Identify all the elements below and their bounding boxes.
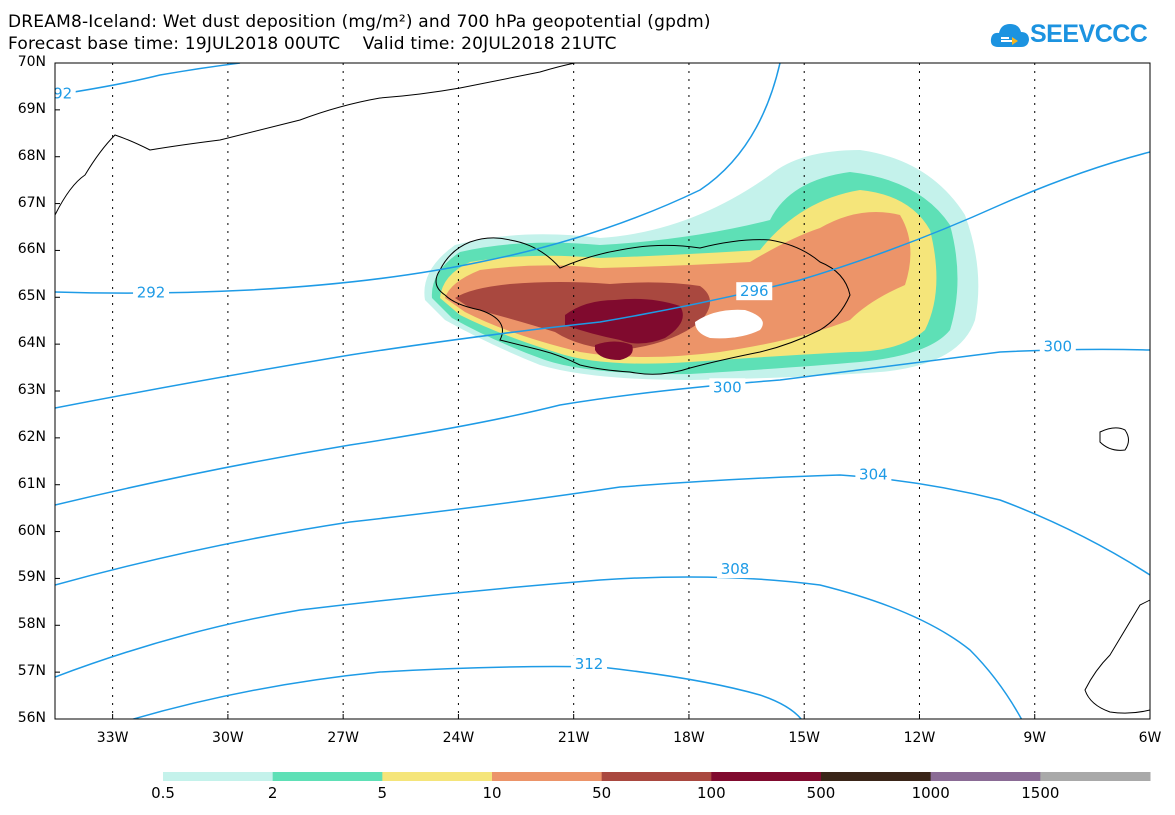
legend-label: 1000 (911, 784, 950, 802)
legend-label: 5 (377, 784, 388, 802)
legend-label: 10 (482, 784, 502, 802)
chart-title: DREAM8-Iceland: Wet dust deposition (mg/… (8, 12, 711, 32)
contour-label-bg (55, 84, 76, 103)
legend-swatch (821, 772, 932, 781)
legend-label: 500 (806, 784, 836, 802)
lon-label: 21W (557, 730, 590, 746)
legend-swatch (930, 772, 1041, 781)
lon-label: 15W (788, 730, 821, 746)
lat-label: 61N (17, 475, 46, 492)
contour-label-bg (736, 282, 773, 301)
contour-label: 292 (137, 284, 166, 302)
contour-labels: 92 292 296 300 300 304 308 312 (53, 84, 1076, 674)
lon-label: 33W (96, 730, 129, 746)
dust-band-100 (565, 298, 683, 344)
legend-label: 100 (697, 784, 726, 802)
contour-label: 296 (740, 282, 769, 300)
cloud-logo-icon (990, 24, 1029, 47)
contour-label: 308 (721, 560, 750, 578)
brand-logo: SEEVCCC (990, 16, 1150, 56)
legend-label: 1500 (1021, 784, 1060, 802)
map-frame (54, 62, 1151, 720)
lat-label: 56N (17, 710, 46, 726)
contour-label-bg (709, 378, 746, 397)
lon-label: 30W (212, 730, 244, 746)
lon-label: 6W (1138, 730, 1162, 746)
contour-label-bg (1039, 337, 1076, 356)
lat-label: 65N (17, 288, 46, 305)
lat-label: 63N (17, 382, 46, 398)
contour-label: 304 (859, 465, 888, 483)
lat-label: 67N (17, 194, 46, 211)
contour-296 (55, 151, 1150, 409)
legend-swatch (601, 772, 712, 781)
brand-name: SEEVCCC (1030, 20, 1148, 48)
lat-label: 64N (17, 335, 46, 352)
legend-swatch (1040, 772, 1151, 781)
contour-300 (55, 348, 1150, 506)
lon-label: 18W (673, 730, 705, 746)
lat-label: 58N (17, 616, 46, 633)
lat-label: 59N (17, 569, 46, 586)
lon-label: 12W (903, 730, 936, 746)
axis-ticks (55, 62, 1151, 720)
legend-swatch (492, 772, 603, 781)
legend-colorbar (163, 772, 1151, 781)
contour-label-bg (133, 283, 170, 302)
legend-swatch (272, 772, 383, 781)
legend-swatch (711, 772, 822, 781)
lat-label: 57N (17, 663, 46, 680)
lat-label: 62N (17, 428, 46, 445)
contour-label-bg (855, 465, 892, 484)
lat-label: 60N (17, 522, 46, 539)
contour-label: 300 (713, 378, 742, 396)
contour-label-bg (571, 655, 608, 674)
contour-label: 300 (1043, 337, 1072, 355)
lat-label: 66N (17, 241, 46, 258)
iceland-coast (435, 237, 851, 375)
lat-label: 68N (17, 147, 46, 164)
contour-312 (130, 665, 803, 719)
legend-label: 2 (267, 784, 278, 802)
dust-deposition-field (424, 150, 979, 380)
coastlines (55, 63, 1150, 714)
lon-label: 9W (1023, 730, 1047, 746)
contour-label-bg (717, 560, 754, 579)
legend-swatch (163, 772, 274, 781)
legend-label: 0.5 (151, 784, 175, 802)
contour-304 (55, 474, 1150, 586)
lon-label: 24W (442, 730, 475, 746)
dust-band-100-b (595, 341, 633, 360)
lat-label: 69N (17, 100, 46, 117)
greenland-coast (55, 63, 576, 216)
lon-label: 27W (327, 730, 359, 746)
contour-label: 312 (575, 655, 604, 673)
faroe-coast (1099, 427, 1129, 451)
dust-gap (695, 309, 763, 339)
legend-swatch (382, 772, 493, 781)
lat-label: 70N (17, 54, 46, 70)
contour-308 (55, 576, 1023, 719)
scotland-coast (1084, 599, 1150, 714)
chart-subtitle: Forecast base time: 19JUL2018 00UTC Vali… (8, 34, 617, 54)
graticule (112, 63, 1036, 719)
contour-label: 92 (53, 84, 72, 102)
contour-292-b (55, 63, 781, 294)
legend-label: 50 (592, 784, 612, 802)
contour-292-a (55, 63, 241, 96)
geopotential-contours (55, 63, 1150, 719)
